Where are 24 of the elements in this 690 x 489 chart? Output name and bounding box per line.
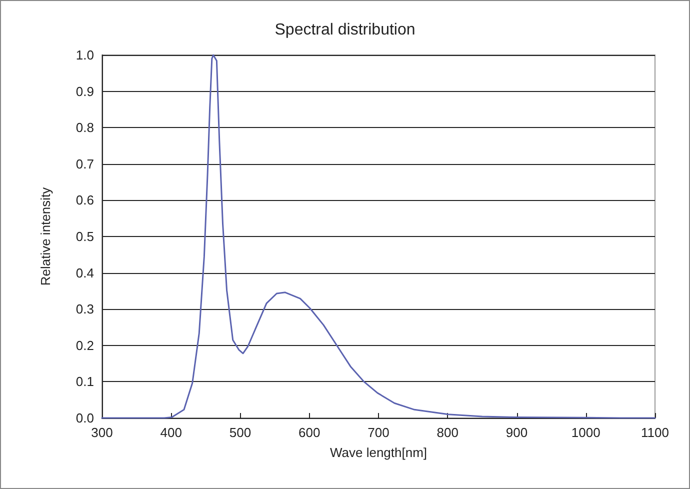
y-tick-label: 0.3 (76, 302, 94, 317)
line-series (101, 54, 656, 419)
x-tick-label: 300 (91, 425, 113, 440)
chart-title: Spectral distribution (274, 22, 416, 38)
x-tick-label: 700 (368, 425, 390, 440)
x-tick-label: 1100 (641, 425, 669, 440)
y-tick-label: 0.7 (76, 156, 94, 172)
y-tick-label: 0.0 (76, 410, 94, 426)
x-tick-label: 400 (160, 425, 182, 440)
y-tick-label: 0.6 (76, 192, 94, 208)
y-tick-label: 0.5 (76, 229, 94, 244)
x-tick-label: 800 (436, 425, 458, 440)
y-tick-label: 0.8 (76, 120, 94, 136)
y-axis-title: Relative intensity (38, 186, 53, 286)
y-tick-label: 0.2 (76, 338, 94, 353)
y-tick-label: 0.4 (76, 265, 94, 280)
x-tick-label: 1000 (571, 425, 600, 440)
x-axis-title: Wave length[nm] (330, 445, 428, 460)
y-tick-label: 1.0 (76, 48, 94, 62)
x-tick-label: 600 (298, 425, 320, 440)
x-tick-label: 500 (229, 425, 252, 440)
x-tick-label: 900 (506, 425, 528, 440)
y-tick-label: 0.1 (76, 374, 94, 390)
y-tick-label: 0.9 (76, 84, 94, 99)
